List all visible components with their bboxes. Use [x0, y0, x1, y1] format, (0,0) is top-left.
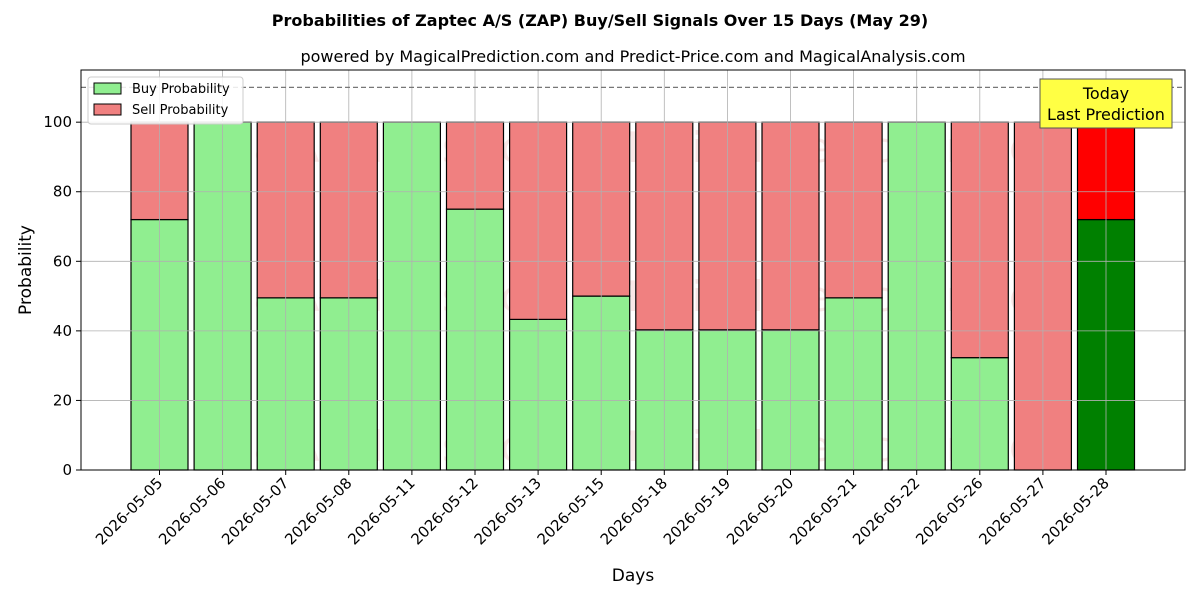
y-axis-label: Probability — [16, 225, 36, 315]
chart-subtitle: powered by MagicalPrediction.com and Pre… — [300, 47, 965, 66]
legend-box — [87, 76, 244, 125]
x-axis-label: Days — [612, 566, 655, 586]
y-tick-label: 100 — [43, 113, 72, 131]
chart-title: Probabilities of Zaptec A/S (ZAP) Buy/Se… — [272, 11, 928, 30]
y-tick-label: 80 — [53, 183, 72, 201]
legend-swatch-sell — [93, 103, 122, 116]
y-tick-label: 40 — [53, 322, 72, 340]
annotation-box — [1039, 78, 1173, 129]
plot-area: MagicalAnalysis.comMagicalPrediction.com… — [43, 69, 1186, 548]
legend-swatch-buy — [93, 82, 122, 95]
legend-label-buy: Buy Probability — [132, 82, 230, 97]
annotation-line2: Last Prediction — [1047, 105, 1165, 124]
y-tick-label: 60 — [53, 252, 72, 270]
y-tick-label: 0 — [62, 461, 72, 479]
legend-label-sell: Sell Probability — [132, 103, 229, 118]
annotation-line1: Today — [1082, 84, 1129, 103]
today-annotation: Today Last Prediction — [1039, 78, 1173, 129]
y-tick-label: 20 — [53, 391, 72, 409]
axes-frame — [80, 69, 1186, 471]
legend: Buy Probability Sell Probability — [87, 76, 244, 125]
